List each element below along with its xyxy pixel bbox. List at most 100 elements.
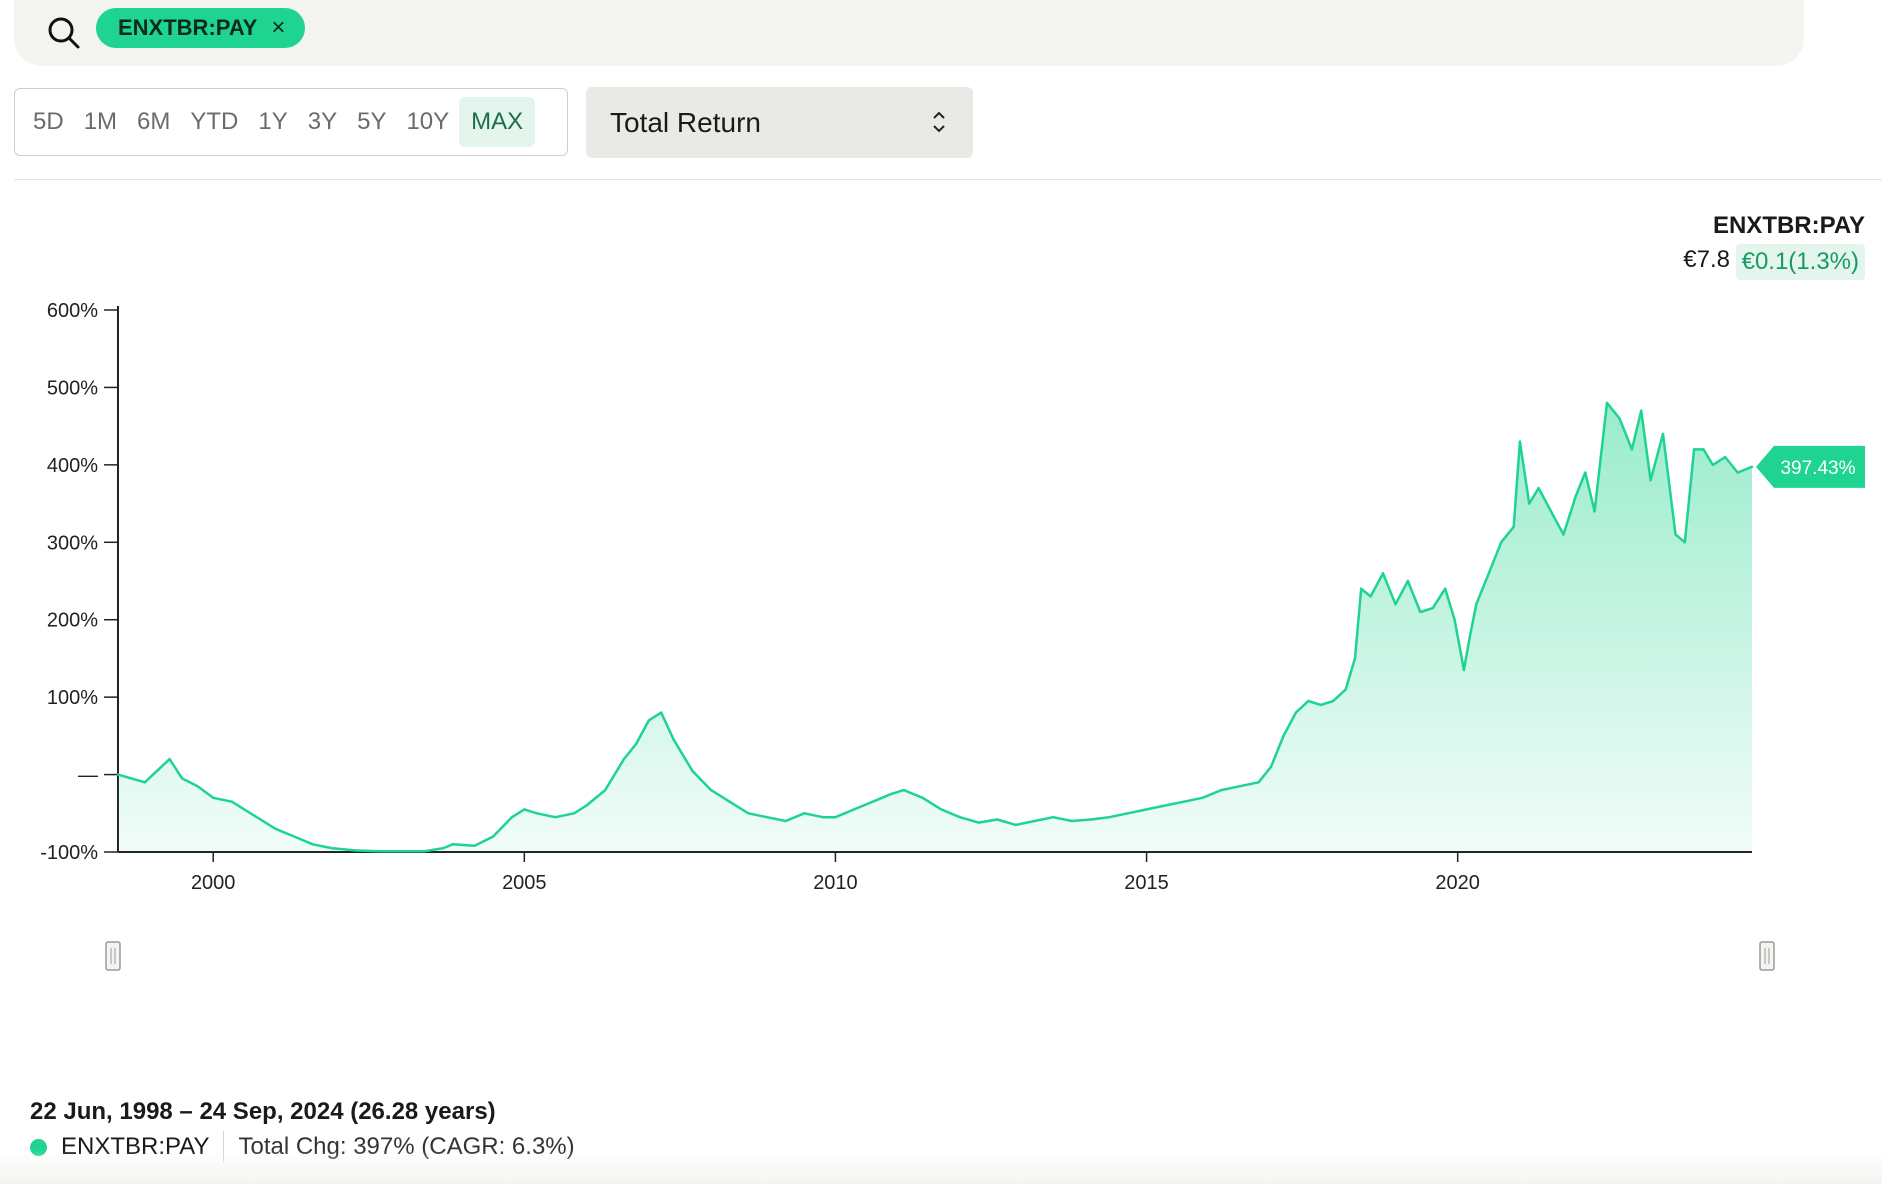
series-area <box>118 402 1752 852</box>
data-point <box>1528 502 1531 505</box>
data-point <box>1444 587 1447 590</box>
handle-body[interactable] <box>105 941 121 971</box>
data-point <box>622 757 626 761</box>
data-point <box>1605 401 1609 405</box>
data-point <box>330 846 333 850</box>
data-point <box>1319 703 1322 707</box>
range-button-10y[interactable]: 10Y <box>406 108 450 135</box>
data-point <box>212 796 215 799</box>
data-point <box>1089 818 1092 821</box>
data-point <box>1518 440 1522 443</box>
data-point <box>1453 618 1456 621</box>
data-point <box>871 800 874 803</box>
data-point <box>940 808 943 811</box>
data-point <box>554 815 557 819</box>
data-point <box>523 808 526 811</box>
data-point <box>380 850 383 853</box>
data-point <box>921 796 924 799</box>
data-point <box>492 835 495 838</box>
data-point <box>1431 606 1434 610</box>
search-bar[interactable]: ENXTBR:PAY × <box>14 0 1804 66</box>
data-point <box>635 742 638 745</box>
range-handle-end[interactable] <box>1759 941 1775 971</box>
close-icon[interactable]: × <box>271 14 286 41</box>
data-point <box>1692 448 1696 451</box>
footer-shade <box>0 1150 1882 1184</box>
data-point <box>1145 808 1148 811</box>
data-point <box>647 719 650 722</box>
x-tick-label: 2010 <box>813 872 858 894</box>
data-point <box>1750 465 1754 469</box>
data-point <box>1360 587 1363 590</box>
data-point <box>996 818 999 821</box>
search-icon[interactable] <box>47 16 81 50</box>
data-point <box>535 812 538 815</box>
data-point <box>1369 595 1372 598</box>
range-button-max[interactable]: MAX <box>459 97 536 147</box>
handle-body[interactable] <box>1759 941 1775 971</box>
range-button-3y[interactable]: 3Y <box>307 108 338 135</box>
data-point <box>784 819 787 823</box>
data-point <box>1033 819 1036 823</box>
data-point <box>1108 815 1111 819</box>
data-point <box>1394 603 1397 606</box>
ticker-chip-label: ENXTBR:PAY <box>118 15 258 40</box>
range-handle-start[interactable] <box>105 941 121 971</box>
data-point <box>1381 572 1385 575</box>
data-point <box>834 815 837 819</box>
time-range-selector: 5D 1M 6M YTD 1Y 3Y 5Y 10Y MAX <box>14 88 568 156</box>
data-point <box>1182 800 1186 803</box>
data-point <box>1640 409 1643 412</box>
data-point <box>604 788 607 792</box>
data-point <box>1584 471 1587 474</box>
data-point <box>1512 525 1515 528</box>
range-button-6m[interactable]: 6M <box>137 108 171 135</box>
y-tick-label: 200% <box>47 610 98 632</box>
y-tick-label: 600% <box>47 300 98 322</box>
data-point <box>1164 804 1167 807</box>
data-point <box>691 769 694 772</box>
last-value-marker <box>1756 445 1865 488</box>
data-point <box>1126 812 1130 815</box>
data-point <box>1344 688 1347 691</box>
data-point <box>1649 479 1652 482</box>
data-point <box>1201 796 1204 799</box>
data-point <box>1711 463 1714 467</box>
data-point <box>1593 510 1596 513</box>
data-point <box>1406 579 1410 583</box>
data-point <box>1462 668 1466 672</box>
data-point <box>1475 603 1478 606</box>
data-point <box>890 792 893 796</box>
data-point <box>1052 815 1055 819</box>
data-point <box>1702 448 1705 451</box>
data-point <box>274 827 277 830</box>
range-button-ytd[interactable]: YTD <box>190 108 239 135</box>
data-point <box>1269 765 1273 769</box>
range-button-1y[interactable]: 1Y <box>258 108 288 135</box>
data-point <box>572 812 576 815</box>
data-point <box>423 850 426 853</box>
range-button-1m[interactable]: 1M <box>83 108 118 135</box>
total-return-chart[interactable]: -100% — 100% 200% 300% 400% 500% 600% 2000 2005 2… <box>0 280 1882 980</box>
series-line[interactable] <box>117 401 1753 853</box>
data-point <box>1500 541 1503 544</box>
data-point <box>292 835 296 838</box>
y-tick-label: 500% <box>47 377 98 399</box>
divider <box>14 179 1882 180</box>
data-point <box>1683 541 1686 544</box>
data-point <box>1332 699 1335 703</box>
range-button-5d[interactable]: 5D <box>33 108 64 135</box>
data-point <box>709 788 713 792</box>
x-tick-label: 2005 <box>502 872 547 894</box>
last-value-label: 397.43% <box>1780 458 1855 479</box>
data-point <box>398 850 402 853</box>
data-point <box>660 711 663 714</box>
data-point <box>958 815 962 819</box>
range-button-5y[interactable]: 5Y <box>357 108 387 135</box>
ticker-chip[interactable]: ENXTBR:PAY × <box>96 8 306 48</box>
data-point <box>747 812 750 815</box>
data-point <box>143 781 146 784</box>
data-point <box>672 738 675 741</box>
metric-select[interactable]: Total Return <box>586 87 973 158</box>
data-point <box>803 812 806 815</box>
